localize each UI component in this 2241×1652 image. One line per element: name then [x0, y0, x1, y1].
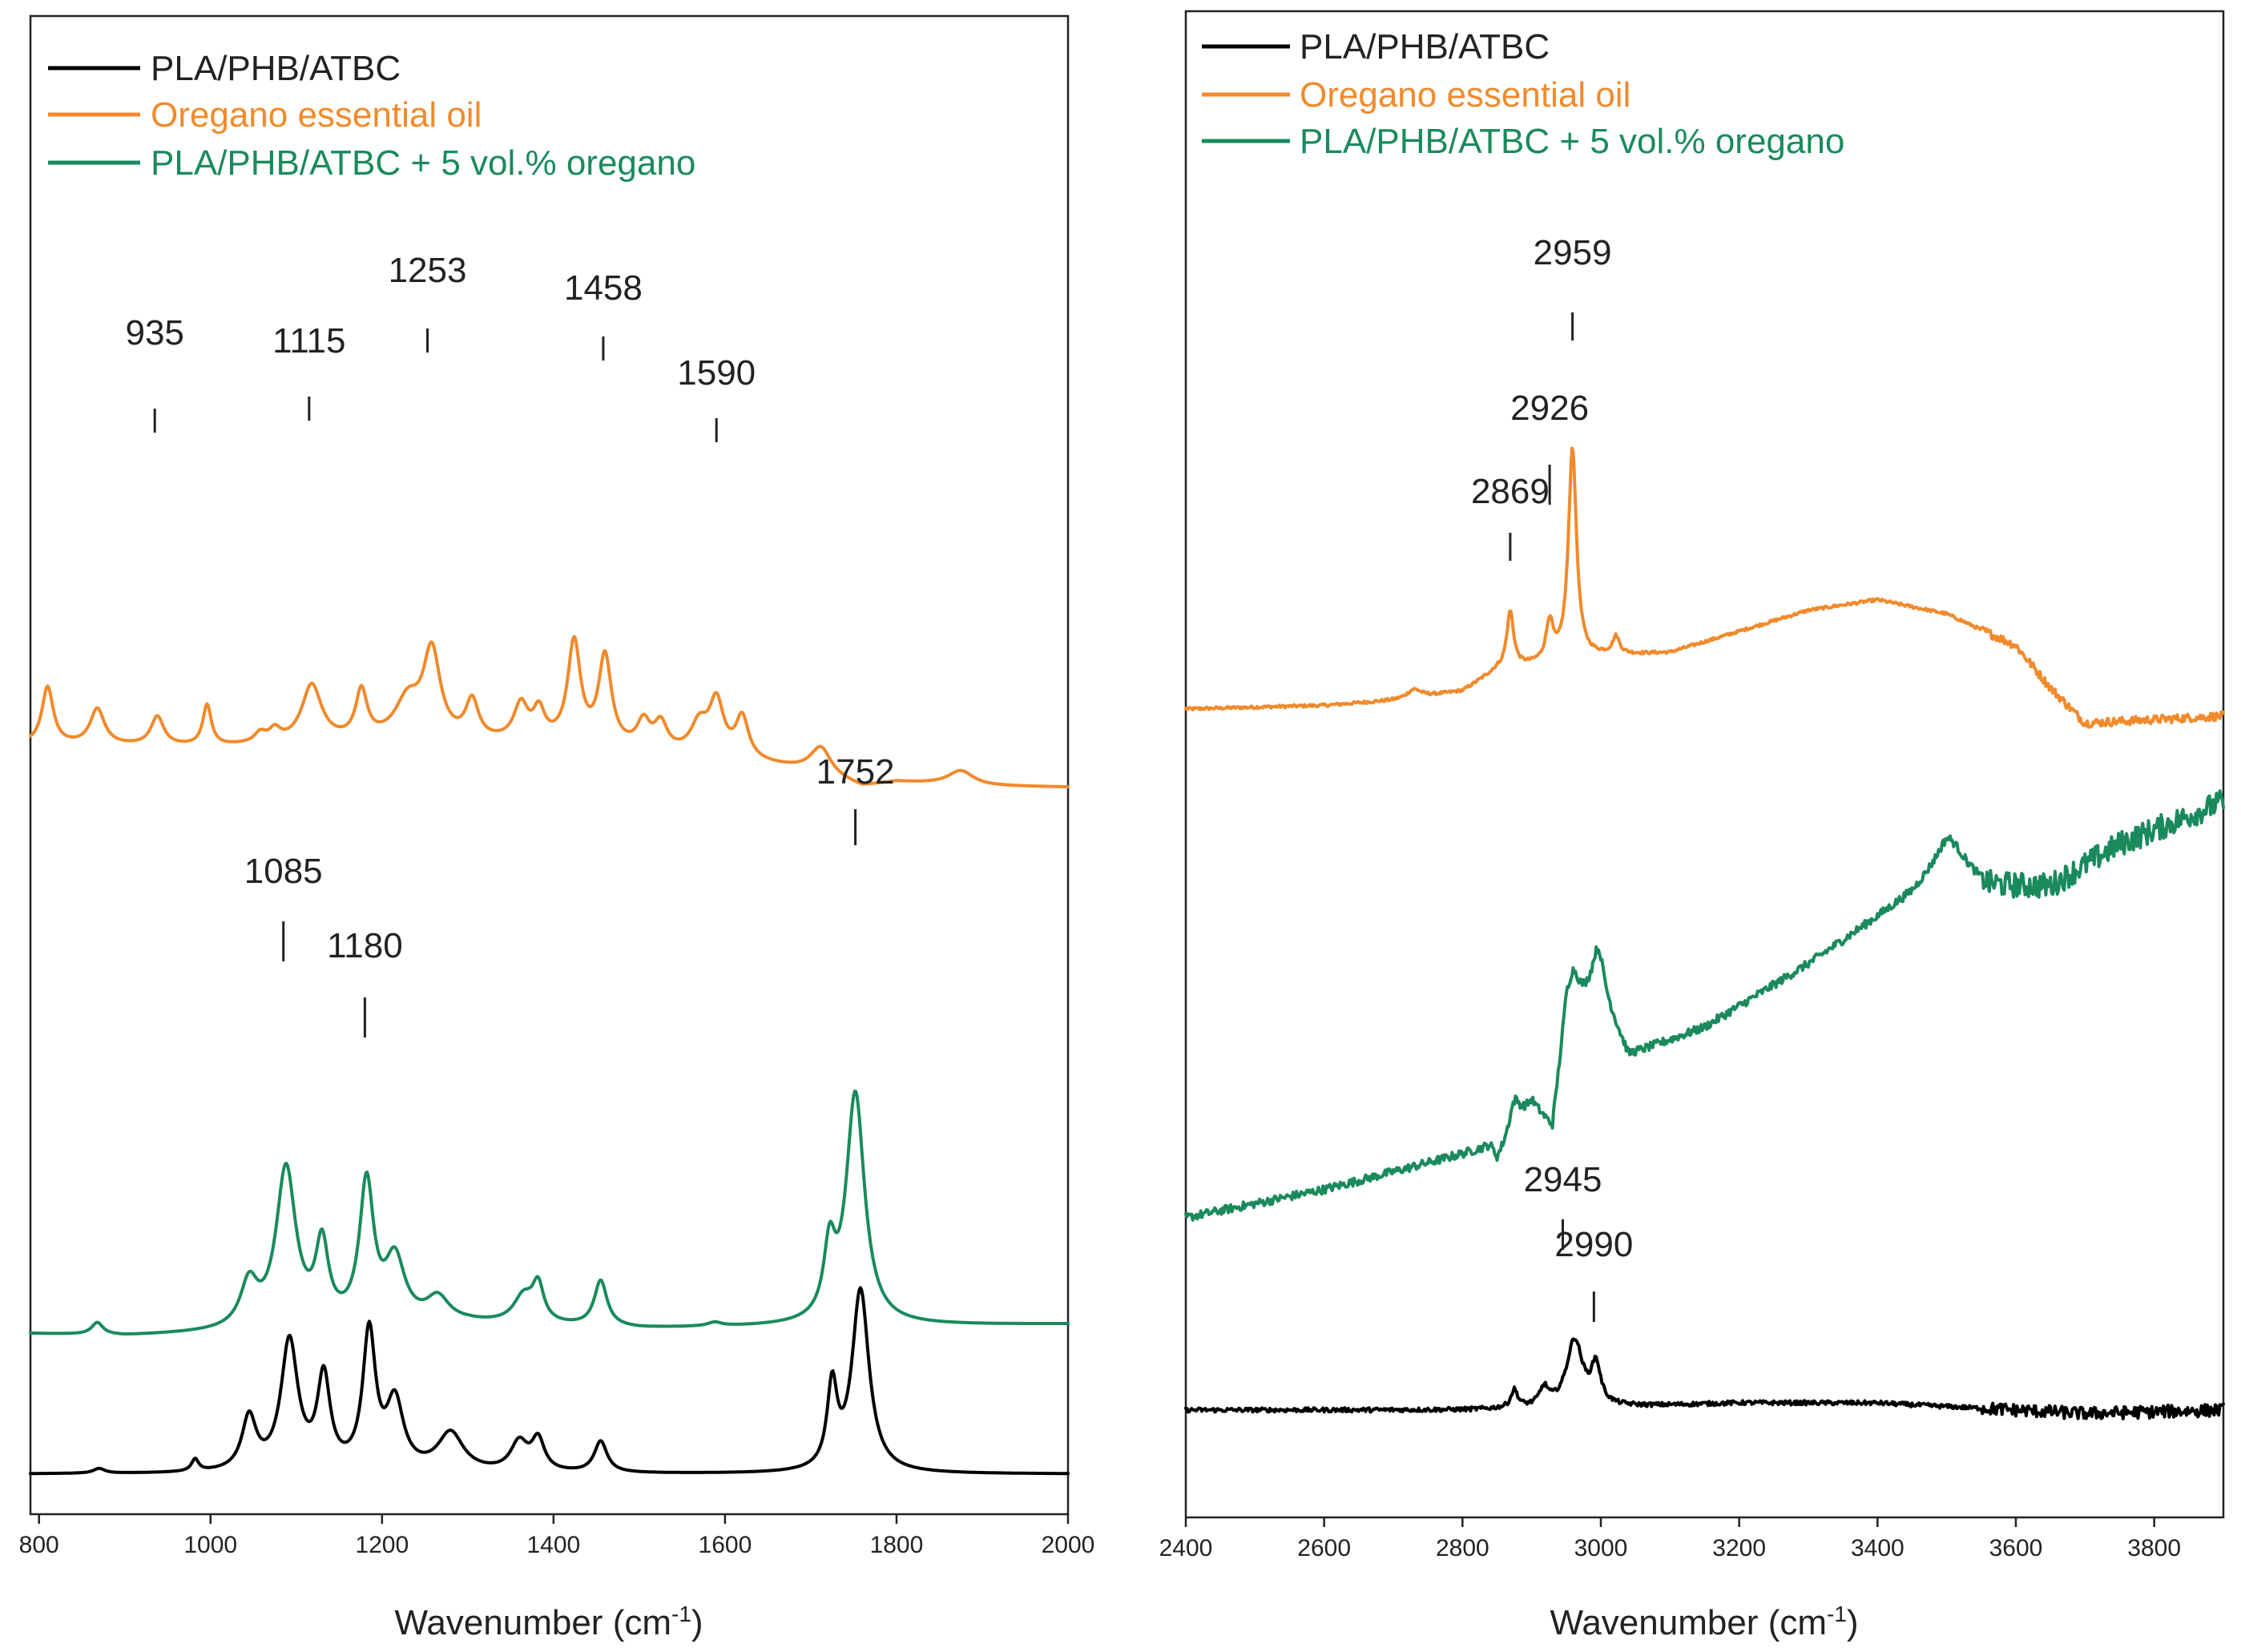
peak-label-1590: 1590	[677, 353, 756, 393]
x-tick-label: 2600	[1297, 1535, 1351, 1561]
right-panel: 2400 2600 2800 3000 3200 3400 3600 3800 2959 292…	[1159, 10, 2225, 1642]
peak-label-1085: 1085	[244, 852, 323, 891]
x-tick-label: 1200	[355, 1532, 409, 1558]
series-line-oregano-essential-oil	[29, 635, 1070, 789]
legend-label-blend: PLA/PHB/ATBC + 5 vol.% oregano	[1300, 122, 1844, 161]
left-legend: PLA/PHB/ATBC Oregano essential oil PLA/P…	[48, 49, 695, 183]
x-tick-label: 800	[19, 1532, 59, 1558]
left-panel: 800 1000 1200 1400 1600 1800 2000 935 1115 1253 1…	[19, 14, 1095, 1642]
right-peak-annotations: 2959 2926 2869 2945 2990	[1471, 233, 1633, 1322]
left-curves	[29, 635, 1070, 1476]
series-line-pla-phb-atbc-5-vol-oregano	[1184, 789, 2225, 1222]
x-tick-label: 1800	[870, 1532, 924, 1558]
peak-label-2945: 2945	[1524, 1160, 1602, 1199]
peak-label-2959: 2959	[1534, 233, 1612, 272]
right-legend: PLA/PHB/ATBC Oregano essential oil PLA/P…	[1202, 27, 1844, 161]
left-x-axis-label: Wavenumber (cm-1)	[394, 1602, 703, 1642]
left-x-ticks: 800 1000 1200 1400 1600 1800 2000	[19, 1514, 1095, 1558]
legend-label-blend: PLA/PHB/ATBC + 5 vol.% oregano	[151, 143, 695, 183]
x-tick-label: 2800	[1436, 1535, 1489, 1561]
right-curves	[1184, 446, 2225, 1420]
x-tick-label: 1400	[526, 1532, 580, 1558]
x-tick-label: 2400	[1159, 1535, 1213, 1561]
peak-label-2990: 2990	[1554, 1225, 1633, 1264]
legend-label-pla: PLA/PHB/ATBC	[1300, 27, 1550, 66]
peak-label-1458: 1458	[564, 268, 643, 308]
peak-label-1115: 1115	[272, 321, 345, 361]
x-tick-label: 3200	[1712, 1535, 1766, 1561]
right-x-axis-label: Wavenumber (cm-1)	[1550, 1602, 1858, 1642]
x-tick-label: 3800	[2127, 1535, 2181, 1561]
legend-label-oregano: Oregano essential oil	[151, 95, 482, 135]
peak-label-1752: 1752	[816, 752, 895, 792]
legend-label-oregano: Oregano essential oil	[1300, 75, 1630, 115]
x-tick-label: 2000	[1042, 1532, 1095, 1558]
series-line-pla-phb-atbc	[1184, 1337, 2225, 1420]
series-line-pla-phb-atbc-5-vol-oregano	[29, 1090, 1070, 1336]
x-tick-label: 3000	[1574, 1535, 1628, 1561]
peak-label-2869: 2869	[1471, 472, 1550, 511]
peak-label-1180: 1180	[327, 926, 403, 965]
x-tick-label: 1600	[699, 1532, 752, 1558]
series-line-pla-phb-atbc	[29, 1286, 1070, 1476]
right-x-ticks: 2400 2600 2800 3000 3200 3400 3600 3800	[1159, 1517, 2181, 1561]
series-line-oregano-essential-oil	[1184, 446, 2225, 729]
right-plot-frame	[1184, 10, 2225, 1519]
peak-label-1253: 1253	[389, 251, 467, 290]
x-tick-label: 3400	[1851, 1535, 1904, 1561]
x-tick-label: 3600	[1989, 1535, 2043, 1561]
peak-label-2926: 2926	[1510, 389, 1589, 428]
x-tick-label: 1000	[183, 1532, 237, 1558]
peak-label-935: 935	[125, 313, 183, 353]
left-plot-frame	[29, 14, 1070, 1516]
legend-label-pla: PLA/PHB/ATBC	[151, 49, 401, 88]
